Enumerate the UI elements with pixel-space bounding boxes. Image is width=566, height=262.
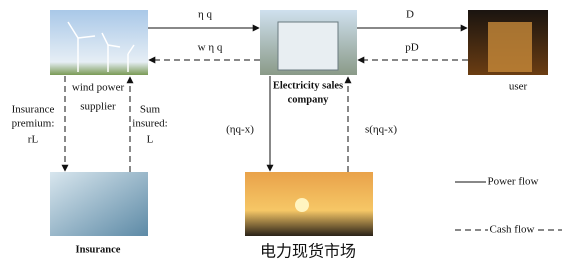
edge-label: L	[147, 134, 154, 146]
edge-label: pD	[405, 42, 419, 54]
edge-label: (ηq-x)	[226, 124, 254, 136]
edge-label: w η q	[198, 42, 223, 54]
legend-label: Cash flow	[490, 224, 535, 236]
node-label: user	[509, 81, 528, 93]
wind-image	[50, 10, 148, 75]
edge-label: insured:	[132, 118, 167, 130]
hotel	[488, 22, 532, 72]
edge-label: premium:	[12, 118, 55, 130]
node-label: wind power	[72, 82, 125, 94]
insurance-image	[50, 172, 148, 236]
node-label: supplier	[80, 101, 116, 113]
diagram: wind power supplier Electricity sales co…	[0, 0, 566, 262]
node-label: 电力现货市场	[260, 242, 356, 261]
building	[278, 22, 338, 70]
legend-label: Power flow	[487, 176, 538, 188]
edge-label: η q	[198, 9, 213, 21]
edge-label: Sum	[140, 104, 161, 116]
node-label: Insurance	[76, 244, 121, 255]
edge-label: rL	[28, 134, 39, 146]
edge-label: D	[406, 9, 414, 21]
node-label: Electricity sales	[273, 80, 343, 91]
sun	[295, 198, 309, 212]
edge-label: Insurance	[12, 104, 55, 116]
edge-label: s(ηq-x)	[365, 124, 397, 136]
node-label: company	[288, 94, 330, 105]
market-image	[245, 172, 373, 236]
